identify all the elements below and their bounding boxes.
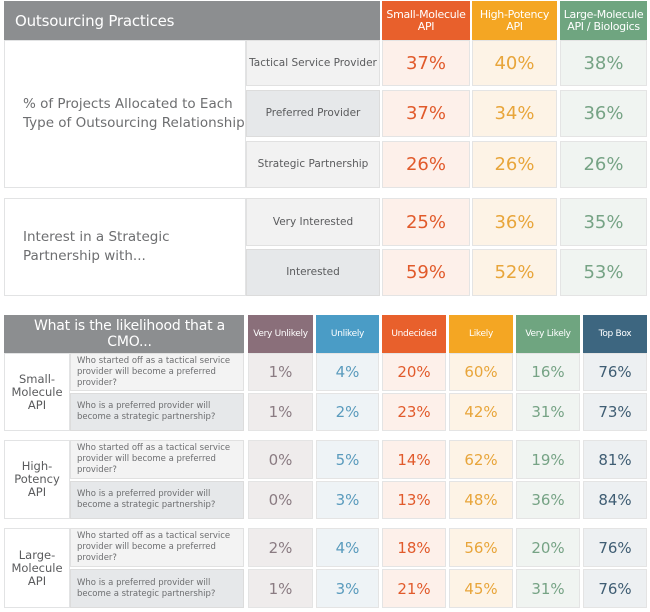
value-cell: 26% <box>382 141 470 188</box>
value-cell: 20% <box>516 528 580 567</box>
value-cell: 31% <box>516 569 580 608</box>
value-cell: 23% <box>382 393 446 431</box>
value-cell: 36% <box>560 90 647 137</box>
value-cell: 76% <box>583 353 647 391</box>
question-preferred-to-strategic: Who is a preferred provider will become … <box>70 481 244 519</box>
row-label-preferred-provider: Preferred Provider <box>246 90 380 137</box>
value-cell: 31% <box>516 393 580 431</box>
value-cell: 56% <box>449 528 513 567</box>
value-cell: 59% <box>382 249 470 296</box>
value-cell: 3% <box>316 569 379 608</box>
value-cell: 0% <box>248 440 313 479</box>
group-label-small-molecule-api: Small-Molecule API <box>4 353 70 431</box>
group-label-interest-strategic-partnership: Interest in a Strategic Partnership with… <box>4 198 246 296</box>
question-preferred-to-strategic: Who is a preferred provider will become … <box>70 569 244 608</box>
value-cell: 48% <box>449 481 513 519</box>
col-header-unlikely: Unlikely <box>316 315 379 353</box>
value-cell: 37% <box>382 90 470 137</box>
value-cell: 73% <box>583 393 647 431</box>
question-tactical-to-preferred: Who started off as a tactical service pr… <box>70 353 244 391</box>
group-label-large-molecule-api: Large-Molecule API <box>4 528 70 608</box>
value-cell: 76% <box>583 528 647 567</box>
value-cell: 0% <box>248 481 313 519</box>
value-cell: 3% <box>316 481 379 519</box>
value-cell: 13% <box>382 481 446 519</box>
value-cell: 4% <box>316 528 379 567</box>
col-header-top-box: Top Box <box>583 315 647 353</box>
value-cell: 36% <box>516 481 580 519</box>
value-cell: 26% <box>560 141 647 188</box>
value-cell: 1% <box>248 353 313 391</box>
value-cell: 20% <box>382 353 446 391</box>
value-cell: 34% <box>472 90 557 137</box>
value-cell: 62% <box>449 440 513 479</box>
row-label-strategic-partnership: Strategic Partnership <box>246 141 380 188</box>
value-cell: 84% <box>583 481 647 519</box>
col-header-small-molecule: Small-Molecule API <box>382 1 470 40</box>
row-label-interested: Interested <box>246 249 380 296</box>
outsourcing-practices-title: Outsourcing Practices <box>4 1 380 40</box>
value-cell: 76% <box>583 569 647 608</box>
col-header-high-potency: High-Potency API <box>472 1 557 40</box>
col-header-very-unlikely: Very Unlikely <box>248 315 313 353</box>
row-label-very-interested: Very Interested <box>246 198 380 246</box>
value-cell: 37% <box>382 40 470 86</box>
value-cell: 18% <box>382 528 446 567</box>
value-cell: 36% <box>472 198 557 246</box>
value-cell: 4% <box>316 353 379 391</box>
col-header-very-likely: Very Likely <box>516 315 580 353</box>
col-header-likely: Likely <box>449 315 513 353</box>
value-cell: 14% <box>382 440 446 479</box>
question-preferred-to-strategic: Who is a preferred provider will become … <box>70 393 244 431</box>
value-cell: 53% <box>560 249 647 296</box>
value-cell: 52% <box>472 249 557 296</box>
value-cell: 38% <box>560 40 647 86</box>
value-cell: 45% <box>449 569 513 608</box>
value-cell: 25% <box>382 198 470 246</box>
col-header-large-molecule: Large-Molecule API / Biologics <box>560 1 647 40</box>
likelihood-question-title: What is the likelihood that a CMO... <box>4 315 244 353</box>
value-cell: 21% <box>382 569 446 608</box>
group-label-projects-allocated: % of Projects Allocated to Each Type of … <box>4 40 246 188</box>
value-cell: 1% <box>248 393 313 431</box>
value-cell: 40% <box>472 40 557 86</box>
value-cell: 16% <box>516 353 580 391</box>
col-header-undecided: Undecided <box>382 315 446 353</box>
group-label-high-potency-api: High-Potency API <box>4 440 70 519</box>
value-cell: 2% <box>316 393 379 431</box>
value-cell: 60% <box>449 353 513 391</box>
value-cell: 42% <box>449 393 513 431</box>
value-cell: 2% <box>248 528 313 567</box>
value-cell: 19% <box>516 440 580 479</box>
question-tactical-to-preferred: Who started off as a tactical service pr… <box>70 440 244 479</box>
value-cell: 5% <box>316 440 379 479</box>
value-cell: 26% <box>472 141 557 188</box>
question-tactical-to-preferred: Who started off as a tactical service pr… <box>70 528 244 567</box>
row-label-tactical-service-provider: Tactical Service Provider <box>246 40 380 86</box>
value-cell: 81% <box>583 440 647 479</box>
value-cell: 35% <box>560 198 647 246</box>
value-cell: 1% <box>248 569 313 608</box>
